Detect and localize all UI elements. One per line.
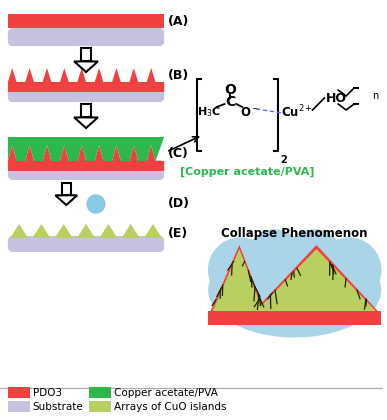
Text: PDO3: PDO3 [33,388,62,397]
Text: [Copper acetate/PVA]: [Copper acetate/PVA] [180,167,315,177]
Bar [89,401,111,412]
Polygon shape [8,68,164,92]
Bar [8,14,164,28]
Polygon shape [211,245,265,311]
Bar [62,183,71,195]
Polygon shape [212,249,263,311]
Bar [89,387,111,398]
Text: Substrate: Substrate [33,402,83,412]
Text: (A): (A) [168,15,190,27]
Text: n: n [373,91,379,101]
Bar [8,387,30,398]
Circle shape [287,230,342,286]
Polygon shape [256,249,376,311]
Polygon shape [99,224,117,238]
Bar [8,401,30,412]
Text: (D): (D) [168,197,190,210]
Polygon shape [144,224,162,238]
Text: (E): (E) [168,228,188,241]
Text: Collapse Phenomenon: Collapse Phenomenon [221,227,368,240]
Circle shape [317,238,381,302]
Text: H$_3$C: H$_3$C [197,105,221,119]
Polygon shape [254,245,378,311]
Polygon shape [8,137,164,161]
Text: O: O [224,83,236,97]
Text: (C): (C) [168,147,189,160]
Text: HO: HO [326,92,348,105]
Text: C: C [225,95,236,109]
Polygon shape [8,145,164,171]
Bar [81,104,91,118]
Bar [208,311,381,325]
FancyBboxPatch shape [8,28,164,46]
Circle shape [247,230,303,286]
FancyBboxPatch shape [8,82,164,102]
Ellipse shape [208,242,381,338]
Text: Arrays of CuO islands: Arrays of CuO islands [114,402,226,412]
Text: Cu$^{2+}$: Cu$^{2+}$ [281,104,313,120]
Text: (B): (B) [168,68,189,81]
Circle shape [87,195,105,213]
Polygon shape [74,61,98,72]
Text: 2: 2 [280,155,287,165]
Text: O$^-$: O$^-$ [240,105,260,118]
FancyBboxPatch shape [8,236,164,252]
Circle shape [209,238,272,302]
Polygon shape [122,224,140,238]
Polygon shape [77,224,95,238]
FancyBboxPatch shape [8,160,164,180]
Text: Copper acetate/PVA: Copper acetate/PVA [114,388,217,397]
Polygon shape [74,118,98,128]
Polygon shape [10,224,28,238]
Polygon shape [55,195,77,205]
Polygon shape [33,224,50,238]
Polygon shape [55,224,73,238]
Bar [81,48,91,61]
